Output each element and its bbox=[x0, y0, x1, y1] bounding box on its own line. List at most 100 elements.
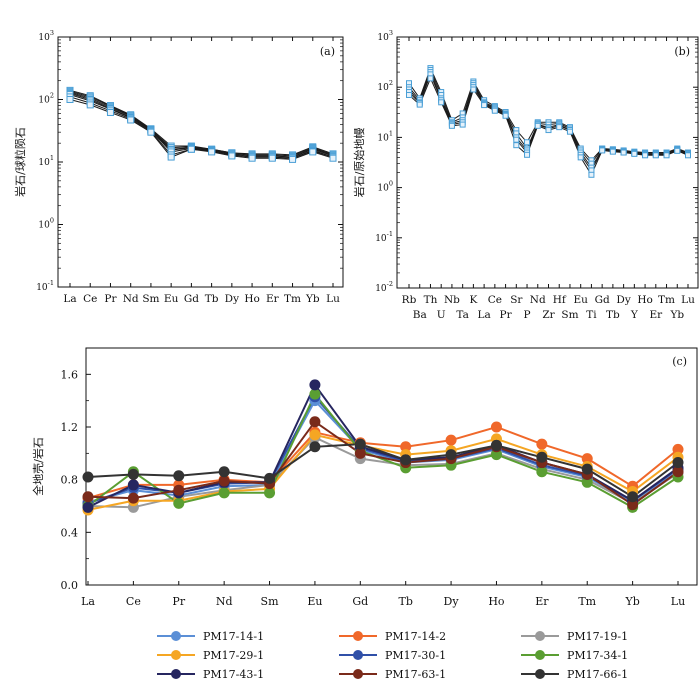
y-axis-label: 岩石/球粒陨石 bbox=[13, 127, 27, 197]
data-point-marker bbox=[577, 154, 584, 161]
series-line-PM17-14-1 bbox=[87, 398, 679, 504]
y-tick-exponent: 0 bbox=[50, 217, 54, 225]
data-point-marker bbox=[268, 154, 276, 162]
data-point-marker bbox=[459, 121, 466, 128]
data-point-marker bbox=[66, 96, 74, 103]
x-tick-label: Yb bbox=[305, 293, 320, 305]
data-point-marker bbox=[438, 99, 445, 106]
y-tick-label: 100 bbox=[38, 217, 54, 231]
plot-frame bbox=[85, 347, 698, 586]
data-point-marker bbox=[208, 148, 216, 156]
data-point-PM17-29-1 bbox=[309, 429, 321, 441]
x-tick-label: La bbox=[477, 309, 490, 321]
x-tick-label: Y bbox=[630, 309, 639, 321]
series-line-PM17-14-2 bbox=[87, 425, 679, 500]
x-tick-label: Eu bbox=[164, 293, 179, 305]
x-tick-label: Dy bbox=[225, 293, 239, 305]
x-tick-label: Rb bbox=[402, 294, 417, 306]
data-point-PM17-14-2 bbox=[672, 443, 684, 455]
x-tick-label: Er bbox=[266, 293, 280, 305]
data-point-PM17-43-1 bbox=[82, 501, 94, 513]
data-point-PM17-34-1 bbox=[218, 487, 230, 499]
x-tick-label: Ta bbox=[456, 309, 468, 321]
x-tick-label: Tb bbox=[606, 309, 620, 321]
y-tick-exponent: 1 bbox=[50, 154, 54, 162]
data-point-PM17-63-1 bbox=[627, 499, 639, 511]
data-point-marker bbox=[187, 145, 195, 153]
x-tick-label: Gd bbox=[595, 294, 610, 306]
data-point-marker bbox=[427, 75, 434, 82]
y-tick-exponent: -1 bbox=[48, 279, 54, 287]
data-point-marker bbox=[491, 107, 498, 114]
data-point-PM17-34-1 bbox=[490, 449, 502, 461]
legend-label: PM17-14-1 bbox=[203, 630, 264, 643]
y-tick-label: 0.8 bbox=[61, 474, 79, 487]
series-line bbox=[408, 66, 689, 162]
x-tick-label: Ho bbox=[637, 294, 652, 306]
x-tick-label: Lu bbox=[671, 595, 685, 608]
series-line-PM17-63-1 bbox=[87, 420, 679, 506]
data-point-PM17-63-1 bbox=[127, 492, 139, 504]
x-tick-label: Gd bbox=[352, 595, 368, 608]
data-point-PM17-63-1 bbox=[173, 484, 185, 496]
data-point-PM17-66-1 bbox=[672, 457, 684, 469]
y-tick-exponent: 3 bbox=[389, 29, 393, 37]
y-tick-label: 0.0 bbox=[61, 579, 79, 592]
data-point-marker bbox=[167, 153, 175, 161]
x-tick-label: Th bbox=[424, 294, 438, 306]
y-tick-label: 0.4 bbox=[61, 526, 79, 539]
legend-marker bbox=[535, 650, 545, 660]
data-point-marker bbox=[309, 148, 317, 156]
y-tick-label: 102 bbox=[377, 79, 393, 93]
x-tick-label: K bbox=[469, 294, 477, 306]
data-point-marker bbox=[127, 116, 135, 124]
x-tick-label: Hf bbox=[553, 294, 567, 306]
x-tick-label: Ba bbox=[413, 309, 427, 321]
data-point-PM17-34-1 bbox=[536, 466, 548, 478]
data-point-marker bbox=[513, 142, 520, 149]
data-point-marker bbox=[329, 154, 337, 162]
x-tick-label: Sm bbox=[561, 309, 578, 321]
x-tick-label: Zr bbox=[542, 309, 555, 321]
legend-label: PM17-43-1 bbox=[203, 668, 264, 681]
data-point-PM17-34-1 bbox=[581, 476, 593, 488]
x-tick-label: La bbox=[81, 595, 95, 608]
data-point-PM17-66-1 bbox=[627, 491, 639, 503]
data-point-marker bbox=[524, 139, 531, 146]
x-tick-label: Eu bbox=[307, 595, 322, 608]
legend-marker bbox=[535, 669, 545, 679]
y-tick-exponent: 2 bbox=[50, 92, 54, 100]
x-tick-label: Nd bbox=[530, 294, 546, 306]
data-point-marker bbox=[599, 147, 606, 154]
x-tick-label: Tm bbox=[578, 595, 596, 608]
data-point-PM17-66-1 bbox=[581, 463, 593, 475]
data-point-PM17-14-2 bbox=[581, 453, 593, 465]
y-tick-label: 1.6 bbox=[61, 368, 79, 381]
data-point-PM17-66-1 bbox=[82, 471, 94, 483]
data-point-marker bbox=[106, 108, 114, 116]
plot-frame bbox=[396, 36, 699, 289]
x-tick-label: Pr bbox=[500, 309, 513, 321]
data-point-marker bbox=[481, 102, 488, 109]
data-point-marker bbox=[228, 152, 236, 160]
data-point-PM17-63-1 bbox=[309, 416, 321, 428]
y-tick-label: 10-1 bbox=[375, 230, 393, 244]
legend-label: PM17-63-1 bbox=[385, 668, 446, 681]
y-tick-label: 103 bbox=[38, 29, 54, 43]
data-point-marker bbox=[588, 171, 595, 178]
legend-marker bbox=[353, 631, 363, 641]
data-point-marker bbox=[406, 91, 412, 98]
x-tick-label: Sr bbox=[510, 294, 523, 306]
data-point-marker bbox=[534, 122, 541, 129]
data-point-PM17-66-1 bbox=[490, 439, 502, 451]
plot-frame bbox=[57, 36, 344, 288]
data-point-PM17-34-1 bbox=[173, 497, 185, 509]
x-tick-label: Lu bbox=[681, 294, 695, 306]
y-tick-label: 100 bbox=[377, 180, 393, 194]
series-line-PM17-34-1 bbox=[87, 392, 679, 509]
x-tick-label: Pr bbox=[104, 293, 117, 305]
data-point-PM17-63-1 bbox=[672, 466, 684, 478]
y-tick-exponent: -2 bbox=[387, 280, 393, 288]
